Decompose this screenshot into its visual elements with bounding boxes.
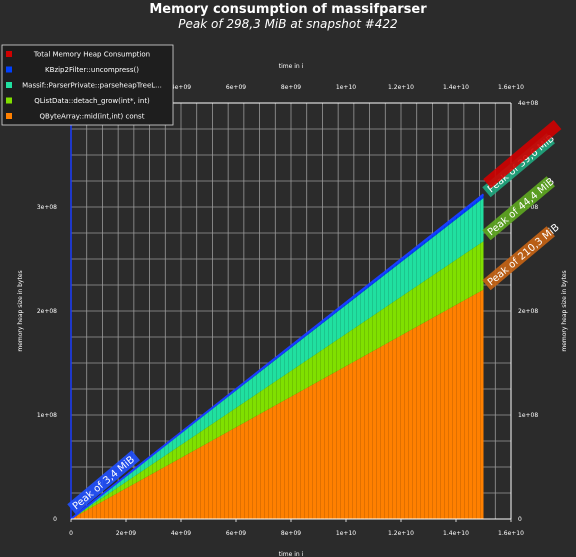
peak-label-box <box>67 450 140 515</box>
y-tick-label-right: 2e+08 <box>518 308 538 315</box>
peak-marker-box <box>483 119 562 189</box>
legend-box <box>1 44 174 126</box>
peak-marker-total <box>483 119 562 189</box>
legend-item-label: QByteArray::mid(int,int) const <box>40 113 145 121</box>
x-axis-title-top: time in i <box>279 63 304 70</box>
y-tick-label-right: 0 <box>518 516 522 523</box>
x-tick-label: 2e+09 <box>116 530 136 537</box>
legend-swatch <box>6 82 12 88</box>
peak-label-box <box>482 176 555 241</box>
x-tick-label: 6e+09 <box>226 530 246 537</box>
y-axis-title-left: memory heap size in bytes <box>17 270 24 351</box>
x-tick-label-top: 1e+10 <box>336 84 356 91</box>
y-tick-label-right: 4e+08 <box>518 100 538 107</box>
x-tick-label-top: 1.2e+10 <box>388 84 414 91</box>
y-tick-label-left: 1e+08 <box>37 412 57 419</box>
x-axis-title-bottom: time in i <box>279 551 304 557</box>
x-tick-label-top: 6e+09 <box>226 84 246 91</box>
stacked-areas <box>70 193 485 520</box>
y-tick-label-left: 2e+08 <box>37 308 57 315</box>
x-tick-label: 1.2e+10 <box>388 530 414 537</box>
legend-item-label: KBzip2Filter::uncompress() <box>45 66 139 74</box>
x-tick-label-top: 8e+09 <box>281 84 301 91</box>
y-tick-label-right: 1e+08 <box>518 412 538 419</box>
chart-title: Memory consumption of massifparser <box>149 2 427 17</box>
chart-subtitle: Peak of 298,3 MiB at snapshot #422 <box>178 17 398 31</box>
x-tick-label-top: 4e+09 <box>171 84 191 91</box>
x-tick-label: 0 <box>69 530 73 537</box>
x-tick-label: 1e+10 <box>336 530 356 537</box>
legend: Total Memory Heap Consumption KBzip2Filte… <box>1 44 174 126</box>
peak-label-box <box>482 226 555 291</box>
x-tick-label: 4e+09 <box>171 530 191 537</box>
legend-swatch <box>6 113 12 119</box>
y-tick-label-left: 0 <box>53 516 57 523</box>
x-tick-label: 1.4e+10 <box>443 530 469 537</box>
kbzip2-series-line <box>70 193 485 520</box>
y-tick-label-left: 3e+08 <box>37 204 57 211</box>
x-tick-label: 1.6e+10 <box>498 530 524 537</box>
legend-item-label: Total Memory Heap Consumption <box>33 51 150 59</box>
y-axis-title-right: memory heap size in bytes <box>561 270 568 351</box>
legend-item-label: Massif::ParserPrivate::parseheapTreeL... <box>22 82 162 90</box>
x-tick-label-top: 1.4e+10 <box>443 84 469 91</box>
tick-labels: 002e+092e+094e+094e+096e+096e+098e+098e+… <box>37 84 539 537</box>
legend-swatch <box>6 97 12 104</box>
x-tick-label-top: 1.6e+10 <box>498 84 524 91</box>
legend-swatch <box>6 66 12 73</box>
legend-swatch <box>6 51 12 57</box>
legend-item-label: QListData::detach_grow(int*, int) <box>34 97 150 105</box>
x-tick-label: 8e+09 <box>281 530 301 537</box>
